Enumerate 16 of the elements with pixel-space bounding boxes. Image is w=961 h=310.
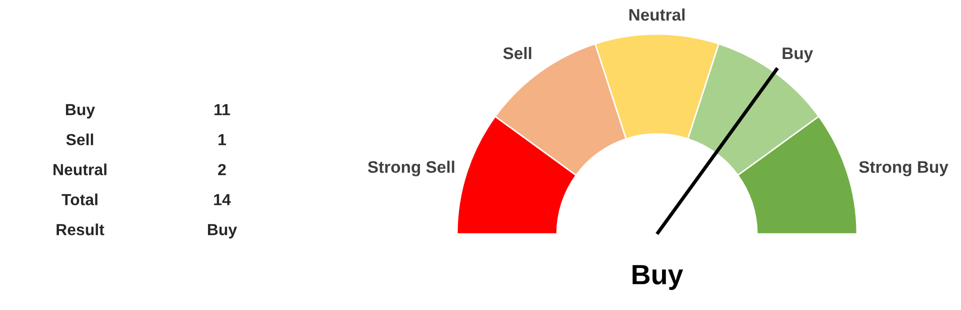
slice-label: Neutral [629, 8, 685, 21]
text: Buy [208, 224, 237, 238]
text: 11 [214, 104, 230, 116]
slice-label: Sell [503, 46, 532, 60]
slice-label: Buy [782, 48, 814, 62]
text: 2 [218, 164, 226, 176]
slice-label: Strong Buy [859, 161, 948, 176]
text: Total [62, 194, 98, 206]
text: Buy [66, 104, 95, 118]
slice-label: Strong Sell [368, 160, 454, 176]
text: 14 [214, 194, 231, 206]
text: Buy [632, 265, 684, 290]
text: 1 [218, 134, 226, 146]
text: Neutral [54, 164, 106, 176]
text: Result [56, 224, 104, 236]
text: Sell [66, 134, 94, 146]
